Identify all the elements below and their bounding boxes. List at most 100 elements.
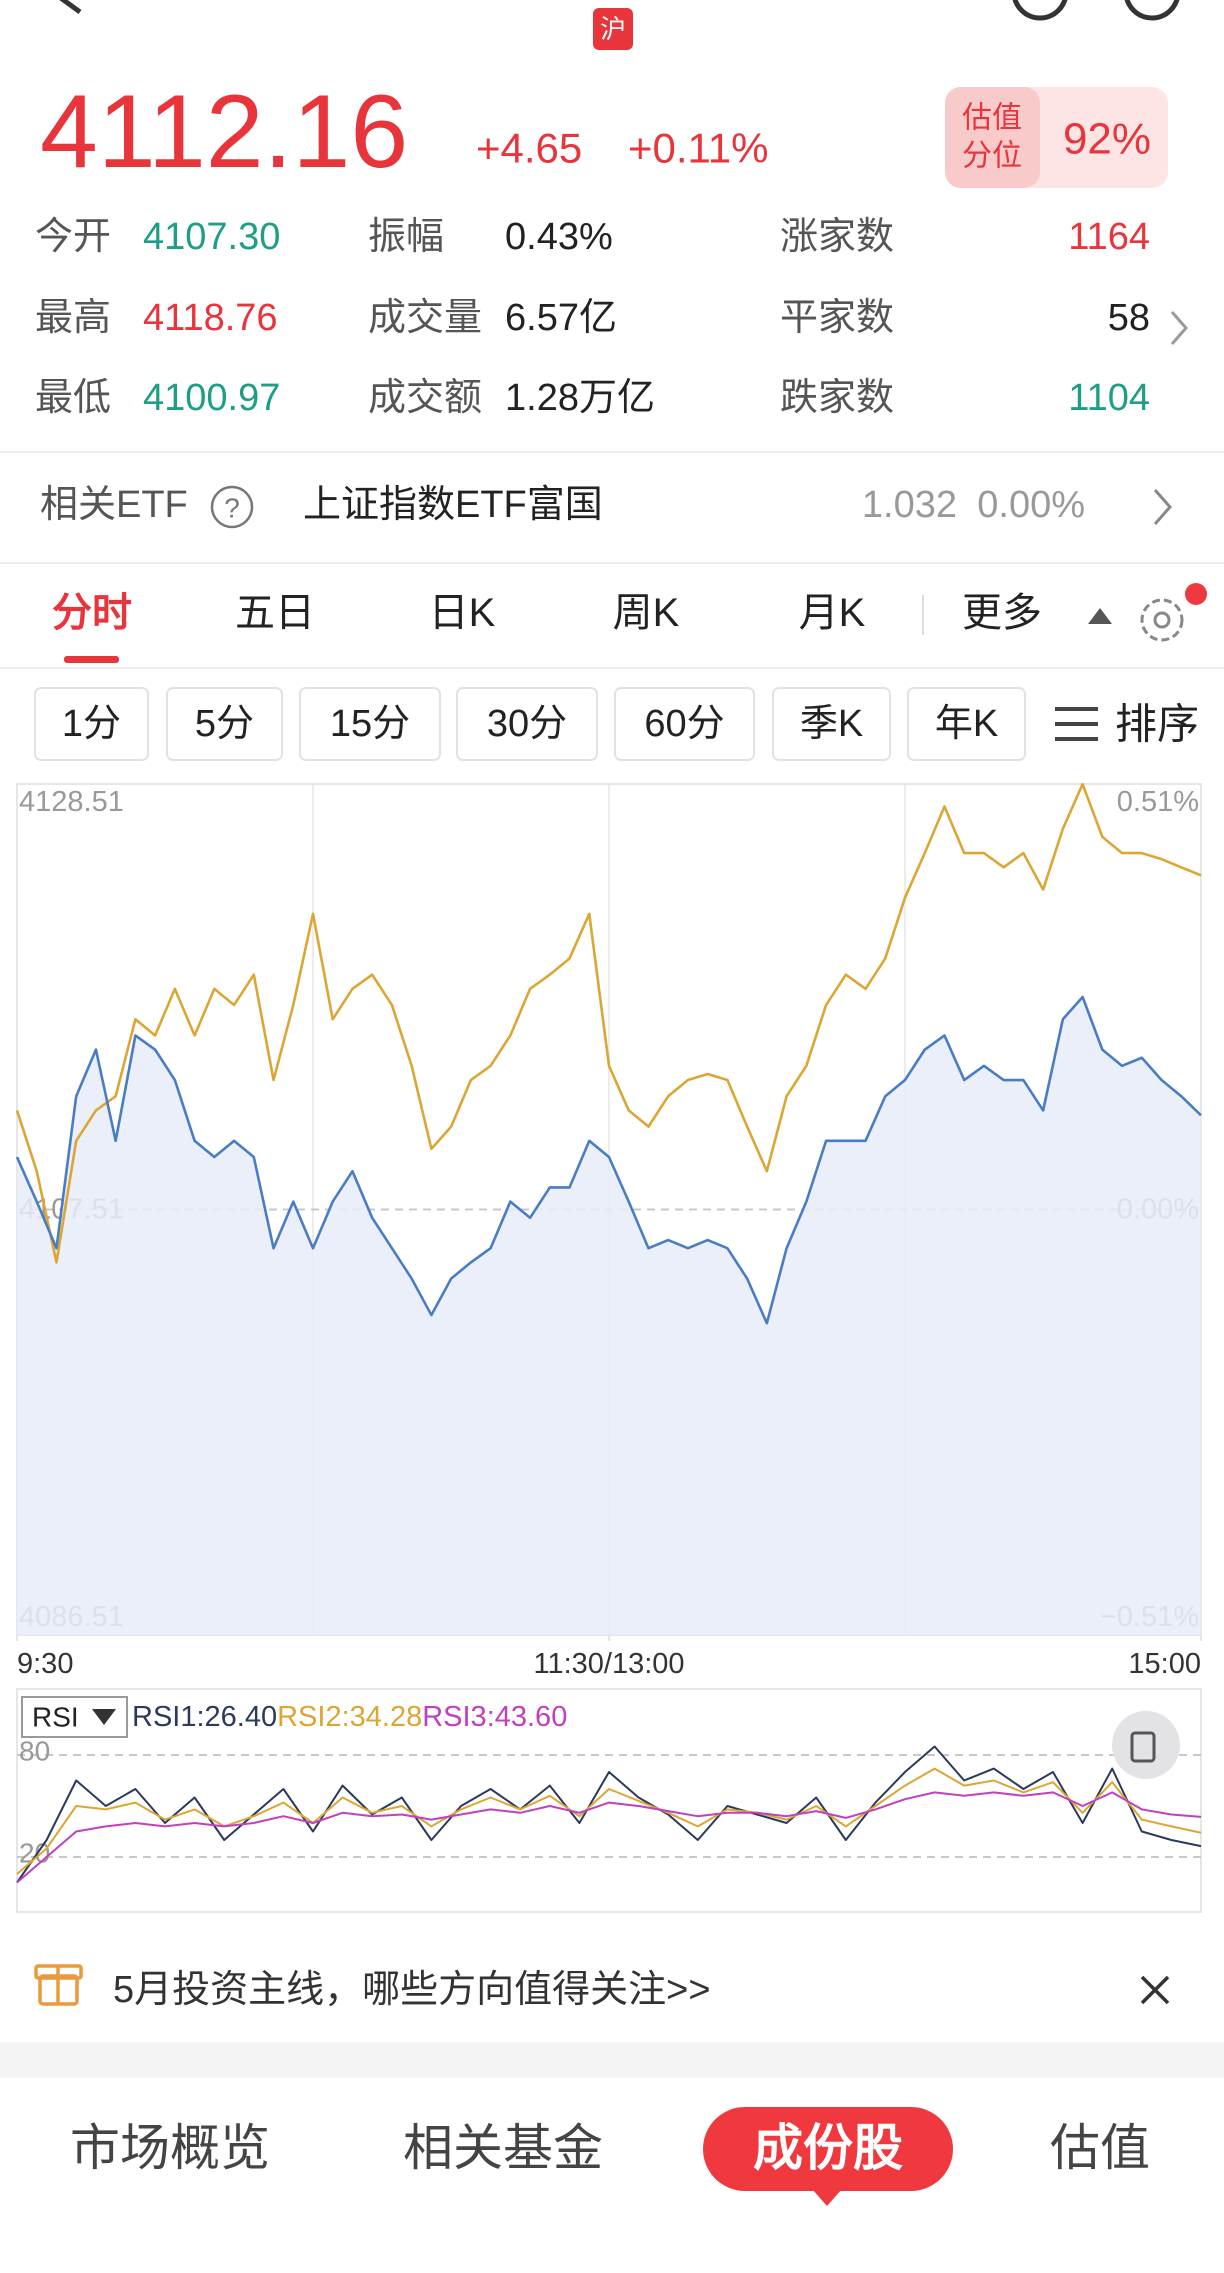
rotate-button[interactable] (1112, 1711, 1180, 1779)
bottom-tab[interactable]: 估值 (1050, 2120, 1150, 2176)
series-line (15, 782, 1202, 1264)
stat-label: 跌家数 (780, 377, 894, 419)
etf-arrow[interactable] (1153, 489, 1173, 525)
legend-entry: RSI3:43.60 (422, 1701, 567, 1733)
period-button[interactable] (166, 687, 283, 761)
change-pct: +0.11% (628, 125, 769, 172)
tab[interactable]: 五日 (235, 591, 315, 635)
x-tick-label: 9:30 (17, 1648, 73, 1680)
tabs: 分时 五日 日K 周K 月K 更多 (52, 591, 1042, 635)
stats-arrow[interactable] (1170, 311, 1188, 345)
stat-value: 58 (1108, 297, 1150, 339)
bottom-tab[interactable]: 成份股 (753, 2120, 903, 2176)
valuation-pct: 92% (1063, 115, 1151, 164)
more-caret[interactable] (1088, 608, 1112, 624)
price: 4112.16 (40, 74, 408, 190)
close-icon[interactable] (1140, 1975, 1170, 2005)
legend: RSI1:26.40RSI2:34.28RSI3:43.60 (132, 1701, 567, 1733)
rsi-caret (92, 1709, 116, 1725)
bottom-tab[interactable]: 市场概览 (70, 2120, 270, 2176)
period-button[interactable] (299, 687, 441, 761)
rotate-icon (1130, 1731, 1156, 1763)
notification-dot (1185, 583, 1207, 605)
tab[interactable]: 月K (799, 591, 866, 635)
stat-value: 4100.97 (143, 377, 280, 419)
stat-label: 振幅 (368, 216, 444, 258)
period-button[interactable] (456, 687, 598, 761)
period-label: 15分 (330, 703, 410, 745)
valuation-box-left (945, 87, 1040, 188)
etf-price: 1.032 (862, 484, 957, 526)
intraday-chart: 4086.514107.514128.51−0.51%0.00%0.51%9:3… (15, 782, 1202, 1680)
period-label: 年K (935, 703, 998, 745)
active-tab-pill (703, 2107, 953, 2191)
search-button[interactable] (1124, 0, 1180, 21)
period-label: 季K (800, 703, 863, 745)
stat-value: 1.28万亿 (505, 377, 655, 419)
y-tick-label: 4128.51 (19, 786, 124, 818)
tab[interactable]: 更多 (962, 591, 1042, 635)
area-fill (17, 996, 1201, 1635)
stat-label: 成交额 (368, 377, 482, 419)
banner-text[interactable]: 5月投资主线，哪些方向值得关注>> (113, 1969, 711, 2011)
active-tab-pointer (812, 2189, 842, 2206)
series-line (16, 1767, 1202, 1875)
settings-icon-core (1153, 611, 1171, 629)
bottom-tab[interactable]: 相关基金 (403, 2120, 603, 2176)
tab-underline (64, 656, 119, 663)
stat-label: 今开 (35, 216, 111, 258)
stat-label: 成交量 (368, 297, 482, 339)
valuation-label: 估值 (962, 102, 1022, 135)
tab[interactable]: 日K (429, 591, 496, 635)
x-tick-label: 15:00 (1128, 1648, 1201, 1680)
periods: 1分 5分 15分 30分 60分 季K 年K (34, 687, 1026, 761)
back-button[interactable] (58, 0, 82, 15)
series-line (16, 1791, 1202, 1884)
rsi-frame (16, 1688, 1202, 1913)
settings-icon[interactable] (1140, 598, 1184, 642)
sort-label[interactable]: 排序 (1115, 701, 1199, 748)
period-button[interactable] (34, 687, 149, 761)
tab[interactable]: 周K (613, 591, 680, 635)
rsi-selector-text: RSI (32, 1702, 79, 1733)
period-button[interactable] (614, 687, 755, 761)
etf-change: 0.00% (977, 484, 1085, 526)
help-icon-text: ? (224, 493, 240, 524)
sort-icon[interactable] (1055, 707, 1098, 741)
tab[interactable]: 分时 (52, 591, 132, 635)
series-line (15, 995, 1202, 1325)
period-button[interactable] (772, 687, 891, 761)
refresh-button[interactable] (1012, 0, 1068, 21)
market-badge-text: 沪 (600, 14, 626, 44)
y2-tick-label: 0.51% (1117, 786, 1199, 818)
change: +4.65 (476, 125, 582, 172)
stat-value: 6.57亿 (505, 297, 617, 339)
legend-entry: RSI2:34.28 (277, 1701, 422, 1733)
stat-value: 1164 (1068, 216, 1150, 258)
stat-value: 1104 (1068, 377, 1150, 419)
period-label: 30分 (487, 703, 567, 745)
section-gap (0, 2042, 1224, 2078)
x-tick-label: 11:30/13:00 (533, 1648, 684, 1680)
stat-label: 最高 (35, 297, 111, 339)
y-tick-label: 80 (19, 1736, 50, 1767)
stat-value: 4107.30 (143, 216, 280, 258)
stat-value: 0.43% (505, 216, 613, 258)
period-label: 5分 (195, 703, 254, 745)
help-icon[interactable] (210, 485, 254, 529)
stat-value: 4118.76 (143, 297, 278, 339)
legend-entry: RSI1:26.40 (132, 1701, 277, 1733)
valuation-label: 分位 (962, 140, 1022, 173)
etf-label: 相关ETF (40, 484, 188, 526)
stat-label: 涨家数 (780, 216, 894, 258)
stat-label: 平家数 (780, 297, 894, 339)
market-badge (593, 8, 633, 50)
period-button[interactable] (907, 687, 1026, 761)
stat-label: 最低 (35, 377, 111, 419)
bottom-tabs: 市场概览 相关基金 成份股 估值 (70, 2120, 1150, 2176)
stats: 今开 4107.30 振幅 0.43% 涨家数 1164 最高 4118.76 成交量 6.57亿… (35, 216, 1150, 419)
period-label: 60分 (644, 703, 724, 745)
etf-name[interactable]: 上证指数ETF富国 (303, 484, 603, 526)
